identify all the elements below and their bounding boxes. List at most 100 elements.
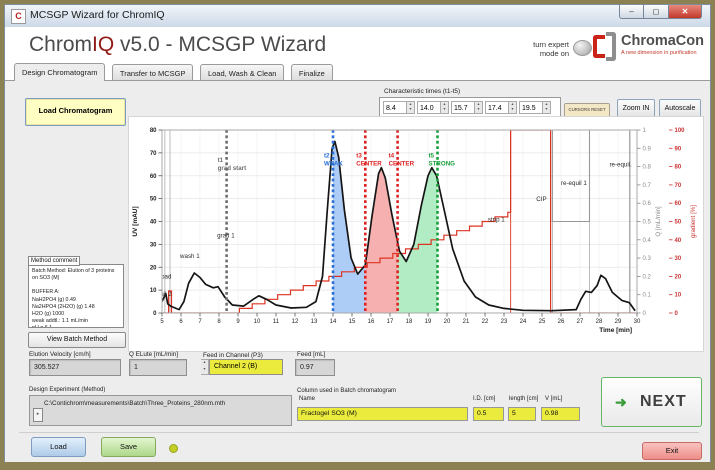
column-cell-length[interactable]: 5: [508, 407, 536, 421]
save-button[interactable]: Save: [101, 437, 156, 457]
spinner-icon[interactable]: ▲ ▼: [509, 100, 517, 114]
spinner-icon[interactable]: ▲ ▼: [407, 100, 415, 114]
load-button[interactable]: Load: [31, 437, 86, 457]
svg-text:70: 70: [675, 183, 682, 189]
svg-text:27: 27: [577, 319, 584, 325]
svg-text:WEAK: WEAK: [324, 160, 343, 167]
svg-text:strip 1: strip 1: [488, 217, 505, 224]
page-title: ChromIQ v5.0 - MCSGP Wizard: [29, 33, 327, 56]
spinner-icon[interactable]: ▲ ▼: [441, 100, 449, 114]
tab-finalize[interactable]: Finalize: [290, 64, 333, 81]
svg-text:20: 20: [444, 319, 451, 325]
expert-mode-label: turn expert mode on: [533, 40, 569, 59]
title-bar[interactable]: C MCSGP Wizard for ChromIQ – ◻ ✕: [5, 5, 710, 28]
spinner-icon[interactable]: ▲ ▼: [543, 100, 551, 114]
svg-text:5: 5: [160, 319, 164, 325]
column-cell-volume[interactable]: 0.98: [541, 407, 580, 421]
svg-text:0.5: 0.5: [643, 220, 652, 226]
svg-text:30: 30: [634, 319, 641, 325]
characteristic-times-group: 8.4 ▲ ▼ 14.0 ▲ ▼ 15.7 ▲ ▼ 17.4 ▲ ▼ 19.5 ▲ ▼: [379, 97, 561, 117]
header: ChromIQ v5.0 - MCSGP Wizard turn expert …: [5, 27, 710, 63]
load-chromatogram-button[interactable]: Load Chromatogram: [25, 98, 126, 126]
svg-text:30: 30: [150, 242, 157, 248]
svg-text:16: 16: [368, 319, 375, 325]
q-elute-label: Q ELute [mL/min]: [129, 351, 178, 358]
maximize-button[interactable]: ◻: [644, 5, 669, 19]
app-icon: C: [11, 9, 26, 24]
svg-text:60: 60: [150, 174, 157, 180]
method-comment-text[interactable]: Batch Method: Elution of 3 proteins on S…: [28, 264, 124, 328]
status-led: [169, 444, 178, 453]
svg-text:10: 10: [675, 293, 682, 299]
cut-region-2: [397, 167, 438, 313]
svg-text:25: 25: [539, 319, 546, 325]
exit-button[interactable]: Exit: [642, 442, 702, 460]
svg-text:Time [min]: Time [min]: [599, 327, 632, 334]
svg-text:40: 40: [150, 220, 157, 226]
tab-design-chromatogram[interactable]: Design Chromatogram: [14, 63, 106, 81]
svg-text:50: 50: [675, 220, 682, 226]
view-batch-method-button[interactable]: View Batch Method: [28, 332, 126, 348]
tab-content: Load Chromatogram Characteristic times (…: [5, 80, 710, 462]
close-button[interactable]: ✕: [669, 5, 702, 19]
column-cell-id[interactable]: 0.5: [473, 407, 504, 421]
svg-text:24: 24: [520, 319, 527, 325]
svg-text:0.3: 0.3: [643, 256, 652, 262]
feed-volume-field: 0.97: [295, 359, 335, 376]
expert-mode-toggle[interactable]: [573, 40, 592, 56]
time-input-t4[interactable]: 17.4 ▲ ▼: [485, 100, 517, 114]
svg-text:12: 12: [292, 319, 299, 325]
svg-text:8: 8: [217, 319, 221, 325]
tab-bar: Design Chromatogram Transfer to MCSGP Lo…: [5, 63, 710, 81]
svg-text:14: 14: [330, 319, 337, 325]
svg-text:grad 1: grad 1: [217, 233, 235, 240]
svg-text:0.1: 0.1: [643, 293, 652, 299]
method-comment-label: Method comment: [28, 256, 81, 266]
time-input-t5[interactable]: 19.5 ▲ ▼: [519, 100, 551, 114]
time-input-t3[interactable]: 15.7 ▲ ▼: [451, 100, 483, 114]
svg-text:load: load: [160, 274, 172, 281]
svg-text:grad start: grad start: [218, 165, 247, 172]
tab-transfer-to-mcsgp[interactable]: Transfer to MCSGP: [111, 64, 194, 81]
svg-text:40: 40: [675, 238, 682, 244]
spinner-icon[interactable]: ▲ ▼: [475, 100, 483, 114]
column-cell-name[interactable]: Fractogel SO3 (M): [297, 407, 468, 421]
design-experiment-path-box[interactable]: ▸ C:\Contichrom\measurements\Batch\Three…: [29, 395, 292, 426]
svg-text:50: 50: [150, 197, 157, 203]
svg-text:11: 11: [273, 319, 280, 325]
svg-text:80: 80: [675, 165, 682, 171]
svg-text:0.7: 0.7: [643, 183, 652, 189]
svg-text:19: 19: [425, 319, 432, 325]
svg-text:0: 0: [643, 311, 647, 317]
brand-logo: ChromaCon A new dimension in purificatio…: [593, 31, 709, 63]
design-experiment-path: C:\Contichrom\measurements\Batch\Three_P…: [44, 400, 226, 407]
elution-velocity-field: 305.527: [29, 359, 121, 376]
feed-channel-value[interactable]: Channel 2 (B): [209, 359, 283, 375]
minimize-button[interactable]: –: [619, 5, 644, 19]
svg-text:t1: t1: [218, 157, 224, 164]
separator: [19, 432, 699, 433]
svg-text:0.9: 0.9: [643, 146, 652, 152]
svg-text:10: 10: [254, 319, 261, 325]
feed-volume-label: Feed [mL]: [297, 351, 326, 358]
app-window: C MCSGP Wizard for ChromIQ – ◻ ✕ ChromIQ…: [4, 4, 711, 462]
browse-path-icon[interactable]: ▸: [33, 408, 43, 422]
svg-text:70: 70: [150, 151, 157, 157]
chromatogram-chart[interactable]: t1 grad start t2 WEAK t3 CENTER t4 CENTER t5 STRO…: [128, 116, 704, 352]
feed-channel-select[interactable]: ▲ ▼ Channel 2 (B): [201, 359, 283, 375]
svg-text:STRONG: STRONG: [429, 160, 456, 167]
time-input-t1[interactable]: 8.4 ▲ ▼: [383, 100, 415, 114]
next-button[interactable]: ➜ NEXT: [601, 377, 702, 427]
svg-text:21: 21: [463, 319, 470, 325]
svg-text:20: 20: [675, 274, 682, 280]
logo-mark-gray-icon: [606, 32, 616, 61]
svg-text:0.6: 0.6: [643, 201, 652, 207]
zoom-in-button[interactable]: Zoom IN: [617, 99, 655, 118]
window-title: MCSGP Wizard for ChromIQ: [30, 9, 165, 21]
time-input-t2[interactable]: 14.0 ▲ ▼: [417, 100, 449, 114]
svg-text:0: 0: [153, 311, 157, 317]
spinner-icon[interactable]: ▲ ▼: [201, 359, 209, 375]
tab-load-wash-clean[interactable]: Load, Wash & Clean: [199, 64, 285, 81]
svg-text:23: 23: [501, 319, 508, 325]
